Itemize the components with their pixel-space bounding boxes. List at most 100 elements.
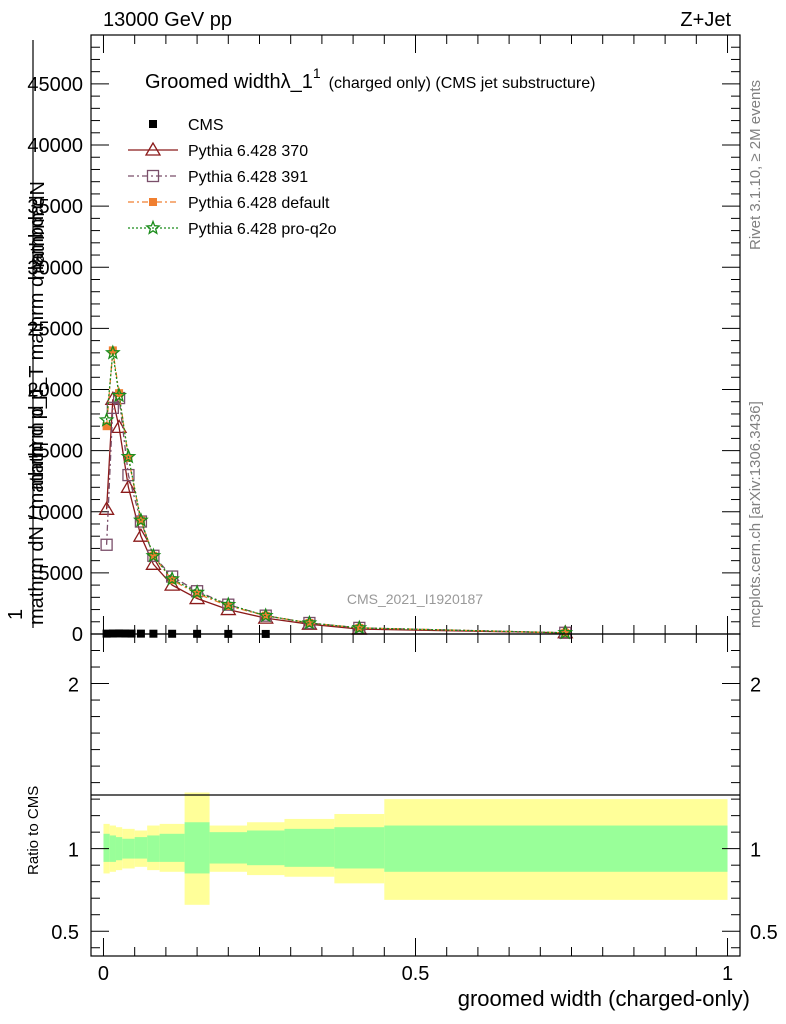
series-4-point (111, 387, 128, 403)
legend-marker (149, 120, 157, 128)
legend-entry-0: CMS (149, 117, 224, 134)
series-3-point (193, 589, 202, 598)
legend-entry-4: Pythia 6.428 pro-q2o (128, 219, 337, 238)
main-title: Groomed widthλ_11 (charged only) (CMS jet… (145, 65, 595, 93)
main-ytick-label: 10000 (27, 502, 83, 524)
main-ytick-label: 45000 (27, 74, 83, 96)
ratio-ytick-label-right: 0.5 (750, 922, 778, 944)
series-1-line (105, 399, 566, 634)
ratio-ytick-label: 0.5 (51, 922, 79, 944)
ylabel-numerator: 1 (5, 609, 27, 620)
watermark: CMS_2021_I1920187 (347, 591, 483, 607)
ratio-stat-band (122, 838, 135, 859)
header-left: 13000 GeV pp (103, 9, 232, 31)
ratio-ytick-label: 1 (68, 840, 79, 862)
series-3-point (305, 618, 314, 627)
legend-marker (149, 198, 157, 206)
ratio-bands (103, 792, 728, 905)
ratio-ytick-label-right: 2 (750, 675, 761, 697)
series-1-point (145, 556, 162, 570)
series-4-point (132, 512, 149, 528)
ratio-frame (90, 633, 741, 957)
ratio-xtick-label: 0 (98, 963, 109, 985)
series-4-point (301, 614, 318, 630)
ratio-stat-band (247, 830, 285, 866)
legend: CMS Pythia 6.428 370 Pythia 6.428 391 Pythi… (128, 117, 337, 238)
main-ytick-label: 20000 (27, 380, 83, 402)
ratio-stat-band (384, 825, 728, 872)
legend-label: Pythia 6.428 pro-q2o (188, 221, 337, 238)
legend-label: Pythia 6.428 default (188, 195, 330, 212)
series-3-point (168, 576, 177, 585)
series-3-point (108, 346, 117, 355)
main-title-suffix: (charged only) (CMS jet substructure) (329, 75, 596, 92)
series-4-point (164, 570, 180, 586)
ratio-stat-band (134, 837, 148, 859)
series-4-point (98, 411, 115, 427)
series-1-point (98, 501, 115, 515)
ratio-xlabel: groomed width (charged-only) (458, 986, 750, 1011)
rivet-label: Rivet 3.1.10, ≥ 2M events (747, 80, 764, 250)
ratio-xtick-label: 0.5 (402, 963, 430, 985)
legend-label: Pythia 6.428 370 (188, 143, 308, 160)
ratio-xtick-label: 1 (722, 963, 733, 985)
ratio-stat-band (159, 833, 185, 862)
ratio-stat-band (284, 828, 335, 867)
series-4-point (351, 619, 368, 635)
ylabel-bottom: mathrm dN / mathrm d p_T (26, 385, 48, 625)
ratio-stat-band (334, 827, 385, 869)
series-3-point (149, 551, 158, 560)
series-2-line (105, 396, 566, 634)
main-ytick-label: 30000 (27, 257, 83, 279)
ratio-ytick-label: 2 (68, 675, 79, 697)
series-4-point (145, 547, 162, 563)
main-y-ticks: 0 5000 10000 15000 20000 25000 30000 35000 40000… (27, 34, 740, 646)
series-4-point (120, 448, 137, 464)
series-1-point (132, 527, 150, 542)
series-2-point (100, 538, 113, 551)
main-title-sup: 1 (313, 65, 321, 81)
main-panel: 0 5000 10000 15000 20000 25000 30000 35000 40000… (5, 34, 741, 646)
main-ytick-label: 15000 (27, 441, 83, 463)
ratio-stat-band (115, 837, 123, 861)
legend-entry-1: Pythia 6.428 370 (128, 141, 308, 160)
legend-marker (146, 169, 160, 183)
main-title-text: Groomed width (145, 71, 281, 93)
series-1 (98, 390, 574, 639)
ratio-stat-band (147, 835, 160, 862)
legend-entry-3: Pythia 6.428 default (128, 195, 330, 212)
ratio-ytick-label-right: 1 (750, 840, 761, 862)
series-3 (102, 346, 570, 637)
series-3-point (102, 422, 111, 431)
ratio-ticks: 0.5 0.5 1 1 2 2 0 0.5 1 (51, 634, 778, 985)
ratio-panel: 0.5 0.5 1 1 2 2 0 0.5 1 Ratio to CMS groomed wid… (25, 633, 778, 1011)
legend-label: Pythia 6.428 391 (188, 169, 308, 186)
ratio-ylabel: Ratio to CMS (25, 786, 42, 875)
header-right: Z+Jet (680, 9, 731, 31)
main-ytick-label: 5000 (39, 563, 84, 585)
ratio-stat-band (184, 822, 210, 874)
series-2-point (122, 468, 135, 482)
mcplots-label: mcplots.cern.ch [arXiv:1306.3436] (747, 401, 764, 628)
ratio-stat-band (109, 835, 116, 862)
series-2 (100, 391, 572, 639)
series-4-point (104, 344, 121, 360)
legend-marker (145, 219, 161, 235)
legend-entry-2: Pythia 6.428 391 (128, 169, 308, 186)
ratio-stat-band (103, 833, 110, 862)
series-4-point (257, 607, 274, 623)
ratio-stat-band (209, 832, 248, 864)
series-3-point (561, 628, 570, 637)
main-ytick-label: 0 (72, 624, 83, 646)
series-2-point (134, 515, 148, 528)
series-4-point (220, 596, 237, 612)
ylabel-mid: mathrm d p_T mathrm d lambda (26, 204, 48, 490)
main-series (98, 344, 574, 640)
legend-label: CMS (188, 117, 224, 134)
main-title-symbol: λ_1 (281, 71, 313, 93)
series-4 (98, 344, 574, 640)
series-4-line (105, 352, 566, 634)
main-ytick-label: 40000 (27, 135, 83, 157)
legend-marker (144, 141, 162, 156)
